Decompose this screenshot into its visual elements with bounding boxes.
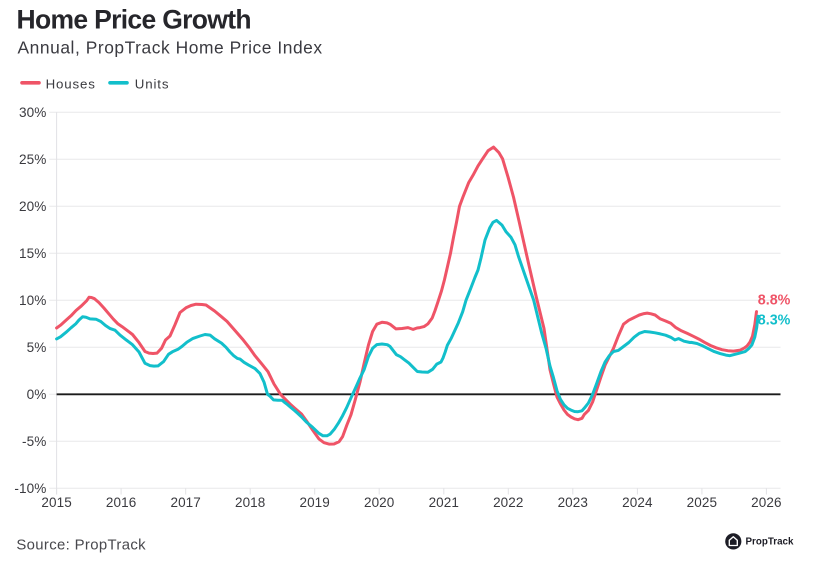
svg-text:2015: 2015 — [41, 495, 71, 510]
svg-text:2017: 2017 — [170, 495, 200, 510]
svg-text:15%: 15% — [19, 246, 47, 261]
svg-text:2018: 2018 — [235, 495, 265, 510]
svg-text:-10%: -10% — [14, 481, 46, 496]
svg-text:0%: 0% — [27, 387, 47, 402]
svg-text:2023: 2023 — [558, 495, 588, 510]
svg-text:5%: 5% — [27, 340, 47, 355]
svg-text:2022: 2022 — [493, 495, 523, 510]
svg-text:-5%: -5% — [22, 434, 46, 449]
svg-text:2019: 2019 — [299, 495, 329, 510]
svg-text:Houses: Houses — [46, 76, 96, 91]
svg-text:8.3%: 8.3% — [758, 312, 791, 328]
svg-text:10%: 10% — [19, 293, 47, 308]
svg-text:Source: PropTrack: Source: PropTrack — [16, 537, 146, 553]
svg-text:20%: 20% — [19, 199, 47, 214]
svg-text:2026: 2026 — [751, 495, 781, 510]
svg-text:2021: 2021 — [429, 495, 459, 510]
svg-text:30%: 30% — [19, 105, 47, 120]
svg-text:2020: 2020 — [364, 495, 394, 510]
svg-text:Annual, PropTrack Home Price I: Annual, PropTrack Home Price Index — [18, 38, 323, 58]
svg-text:2016: 2016 — [106, 495, 136, 510]
svg-text:25%: 25% — [19, 152, 47, 167]
svg-text:2024: 2024 — [622, 495, 653, 510]
svg-text:2025: 2025 — [687, 495, 717, 510]
svg-text:8.8%: 8.8% — [758, 293, 791, 309]
svg-text:Units: Units — [135, 76, 170, 91]
svg-text:PropTrack: PropTrack — [746, 537, 794, 548]
svg-text:Home Price Growth: Home Price Growth — [17, 5, 251, 35]
